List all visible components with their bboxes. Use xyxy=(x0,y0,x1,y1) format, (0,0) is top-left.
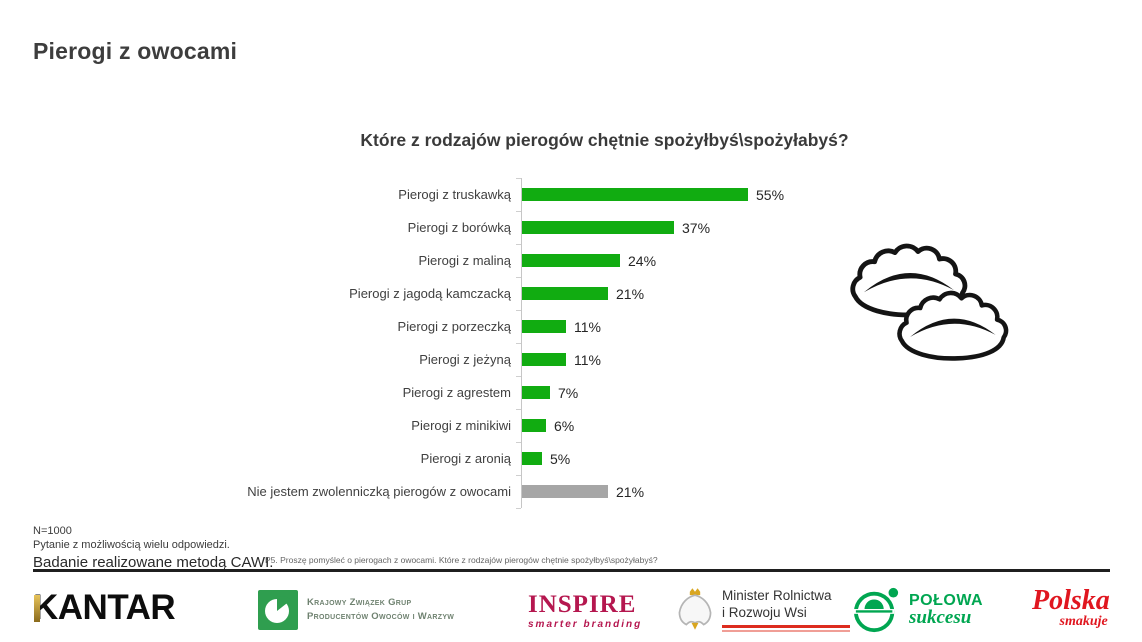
category-label: Pierogi z porzeczką xyxy=(397,319,511,334)
chart-row: Pierogi z aronią 5% xyxy=(232,442,992,475)
bar xyxy=(521,452,542,465)
kzgp-name: Krajowy Związek Grup Producentów Owoców … xyxy=(307,597,455,622)
pierogi-illustration xyxy=(850,243,1009,361)
category-label: Pierogi z borówką xyxy=(407,220,511,235)
category-label: Pierogi z minikiwi xyxy=(411,418,511,433)
bar xyxy=(521,353,566,366)
category-label: Pierogi z jagodą kamczacką xyxy=(349,286,511,301)
bar xyxy=(521,188,748,201)
category-label: Pierogi z jeżyną xyxy=(419,352,511,367)
chart-row: Pierogi z porzeczką 11% xyxy=(232,310,992,343)
category-label: Pierogi z maliną xyxy=(418,253,512,268)
axis-tick xyxy=(516,244,521,245)
footer-divider xyxy=(33,569,1110,572)
inspire-wordmark: INSPIRE xyxy=(528,591,637,618)
kantar-wordmark: KANTAR xyxy=(33,588,176,627)
inspire-tagline: smarter branding xyxy=(528,619,643,630)
note-sample-size: N=1000 xyxy=(33,525,72,537)
value-label: 21% xyxy=(616,483,645,500)
axis-tick xyxy=(516,475,521,476)
chart-row: Pierogi z minikiwi 6% xyxy=(232,409,992,442)
value-label: 5% xyxy=(550,450,571,467)
value-label: 7% xyxy=(558,384,579,401)
bar xyxy=(521,320,566,333)
chart-row: Pierogi z borówką 37% xyxy=(232,211,992,244)
bar xyxy=(521,254,620,267)
note-multi-answer: Pytanie z możliwością wielu odpowiedzi. xyxy=(33,539,230,551)
kzgp-mark-icon xyxy=(258,590,298,630)
chart-row: Pierogi z agrestem 7% xyxy=(232,376,992,409)
category-label: Pierogi z aronią xyxy=(420,451,511,466)
axis-tick xyxy=(516,376,521,377)
category-label: Pierogi z truskawką xyxy=(398,187,511,202)
kantar-logo: KANTAR xyxy=(33,588,176,628)
value-label: 24% xyxy=(628,252,657,269)
note-question: P5. Proszę pomyśleć o pierogach z owocam… xyxy=(265,555,658,565)
category-label: Nie jestem zwolenniczką pierogów z owoca… xyxy=(247,484,511,499)
value-label: 21% xyxy=(616,285,645,302)
ministry-name: Minister Rolnictwa i Rozwoju Wsi xyxy=(722,587,850,632)
chart-row: Pierogi z maliną 24% xyxy=(232,244,992,277)
axis-tick xyxy=(516,343,521,344)
value-label: 11% xyxy=(574,351,601,368)
bar xyxy=(521,287,608,300)
value-label: 11% xyxy=(574,318,601,335)
chart-row: Pierogi z jeżyną 11% xyxy=(232,343,992,376)
axis-tick xyxy=(516,508,521,509)
polska-smakuje-logo: Polska smakuje xyxy=(1032,585,1110,629)
ministry-red-bar-light xyxy=(722,629,850,632)
kzgp-logo: Krajowy Związek Grup Producentów Owoców … xyxy=(258,590,454,630)
bar xyxy=(521,419,546,432)
note-method: Badanie realizowane metodą CAWI. xyxy=(33,554,274,571)
bar xyxy=(521,485,608,498)
inspire-logo: INSPIRE smarter branding xyxy=(528,591,643,630)
eagle-icon xyxy=(678,588,712,630)
chart-axis xyxy=(521,178,522,508)
axis-tick xyxy=(516,211,521,212)
axis-tick xyxy=(516,310,521,311)
chart-row: Nie jestem zwolenniczką pierogów z owoca… xyxy=(232,475,992,508)
front-pierogi xyxy=(897,290,1009,361)
polowa-name: POŁOWA sukcesu xyxy=(909,592,984,628)
footnotes: N=1000 Pytanie z możliwością wielu odpow… xyxy=(33,524,273,571)
bar xyxy=(521,221,674,234)
chart-row: Pierogi z truskawką 55% xyxy=(232,178,992,211)
ministry-logo: Minister Rolnictwa i Rozwoju Wsi xyxy=(676,586,850,632)
polowa-logo: POŁOWA sukcesu xyxy=(853,586,983,634)
axis-tick xyxy=(516,277,521,278)
value-label: 37% xyxy=(682,219,711,236)
chart-title: Które z rodzajów pierogów chętnie spożył… xyxy=(360,130,849,150)
value-label: 55% xyxy=(756,186,785,203)
bar xyxy=(521,386,550,399)
ministry-red-bar xyxy=(722,624,850,628)
axis-tick xyxy=(516,442,521,443)
value-label: 6% xyxy=(554,417,575,434)
category-label: Pierogi z agrestem xyxy=(402,385,511,400)
axis-tick xyxy=(516,178,521,179)
polowa-mark-icon xyxy=(853,587,899,633)
page-title: Pierogi z owocami xyxy=(33,38,238,64)
chart-row: Pierogi z jagodą kamczacką 21% xyxy=(232,277,992,310)
bar-chart: Pierogi z truskawką 55% Pierogi z borówką 3… xyxy=(232,178,992,509)
kantar-gold-bar-icon xyxy=(34,595,40,622)
axis-tick xyxy=(516,409,521,410)
